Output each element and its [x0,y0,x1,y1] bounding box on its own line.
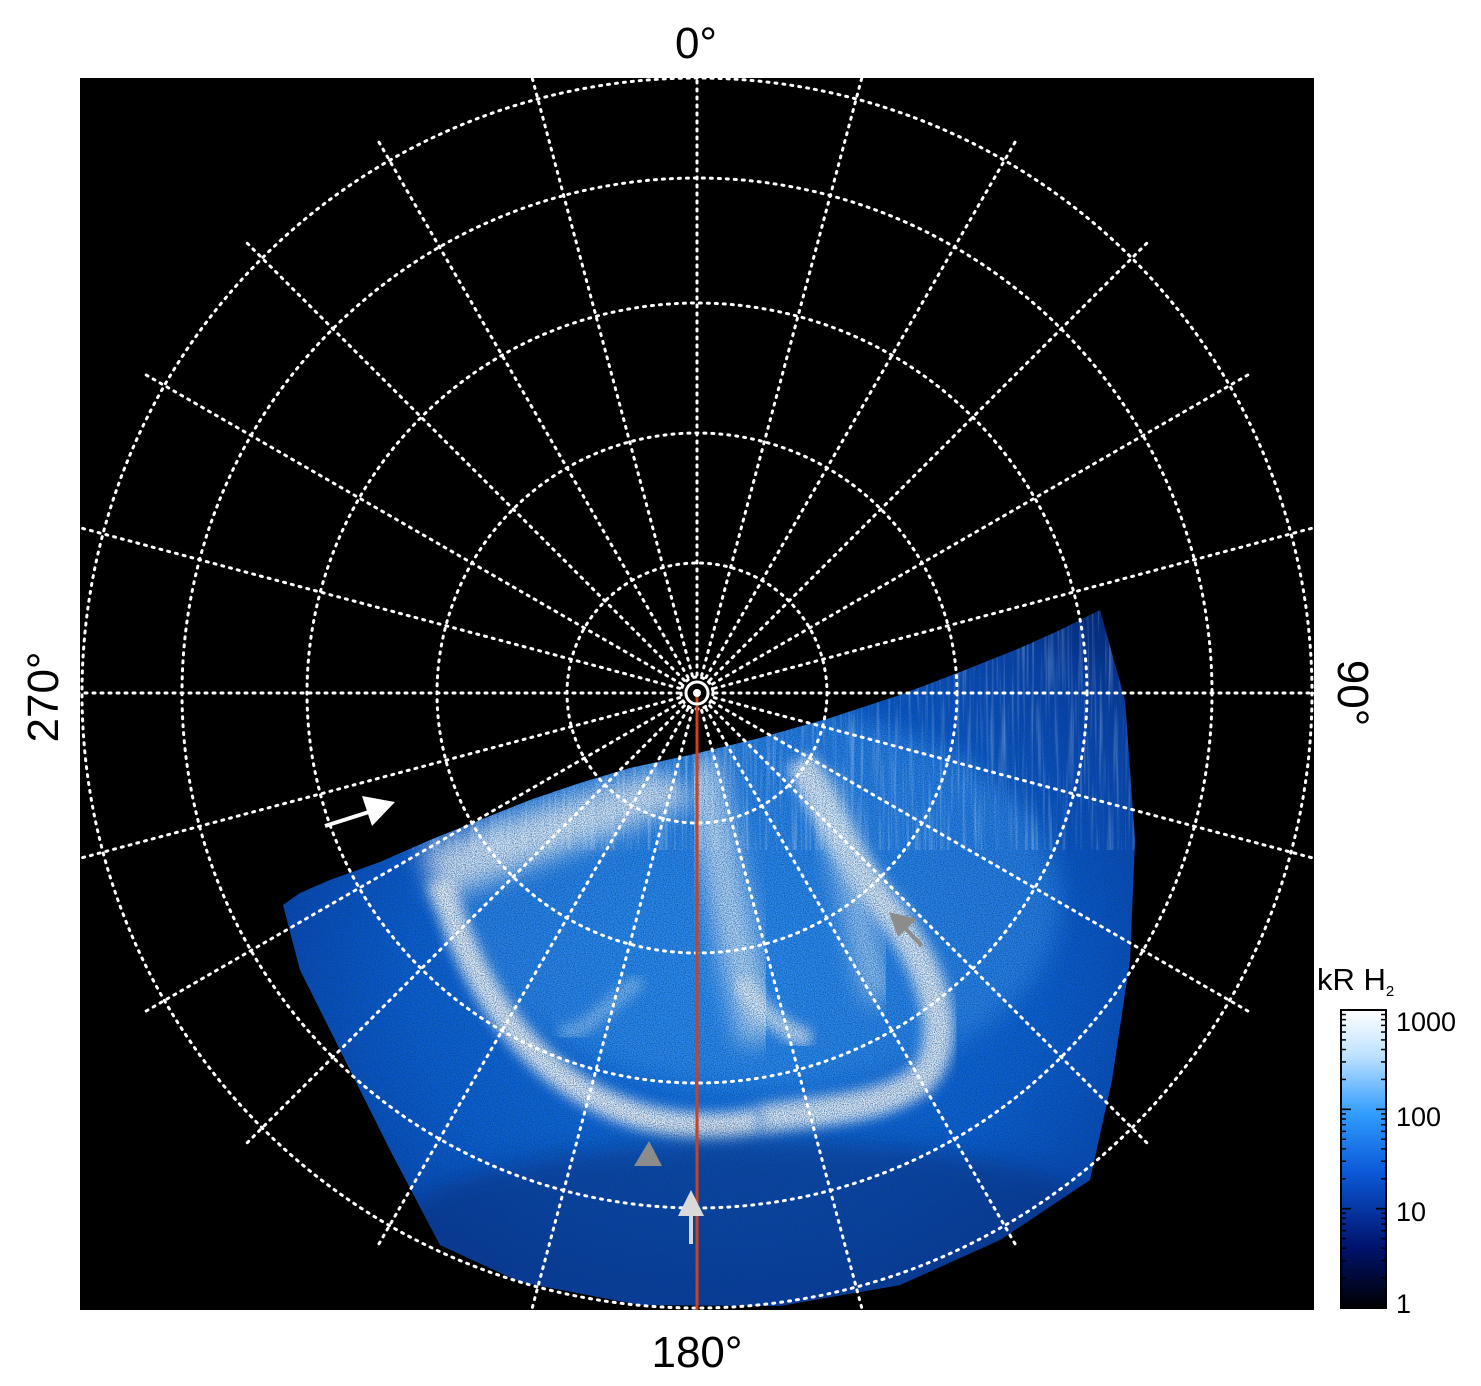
longitude-line [242,238,686,682]
colorbar-title-main: kR H [1317,962,1386,997]
latitude-circle [80,78,1314,1310]
white-arrow-dawn [324,796,395,828]
colorbar-tick-label-1: 1 [1396,1289,1411,1319]
longitude-line [530,708,694,1310]
longitude-line [700,78,864,678]
longitude-line [530,78,694,678]
longitude-line [704,707,1019,1249]
longitude-line [375,707,690,1249]
colorbar: kR H2 1000 100 10 1 [1317,962,1456,1319]
longitude-label-bottom: 180° [651,1328,742,1377]
longitude-line [711,700,1253,1015]
colorbar-title-subscript: 2 [1386,983,1394,1000]
colorbar-tick-label-1000: 1000 [1396,1007,1456,1037]
longitude-line [712,526,1314,690]
gray-arrow-right [889,912,924,948]
longitude-line [708,238,1152,682]
longitude-label-top: 0° [675,19,717,68]
gray-arrow-bottom-left [634,1141,662,1166]
pole-marker [684,680,710,706]
longitude-line [711,371,1253,686]
longitude-line [712,696,1314,860]
longitude-label-right: 90° [1328,660,1377,727]
longitude-line [704,137,1019,679]
latitude-circle [305,301,1089,1085]
longitude-line [700,708,864,1310]
longitude-line [708,704,1152,1148]
longitude-line [80,526,682,690]
colorbar-gradient [1340,1009,1387,1309]
longitude-line [242,704,686,1148]
longitude-line [80,696,682,860]
longitude-line [141,700,683,1015]
polar-grid [80,78,1314,1310]
longitude-label-left: 270° [19,651,68,742]
colorbar-tick-marks [1341,1009,1386,1309]
light-arrow-bottom [678,1190,704,1244]
colorbar-tick-label-100: 100 [1396,1102,1441,1132]
colorbar-title: kR H2 [1317,962,1394,1000]
longitude-line [141,371,683,686]
longitude-line [375,137,690,679]
colorbar-tick-label-10: 10 [1396,1197,1426,1227]
